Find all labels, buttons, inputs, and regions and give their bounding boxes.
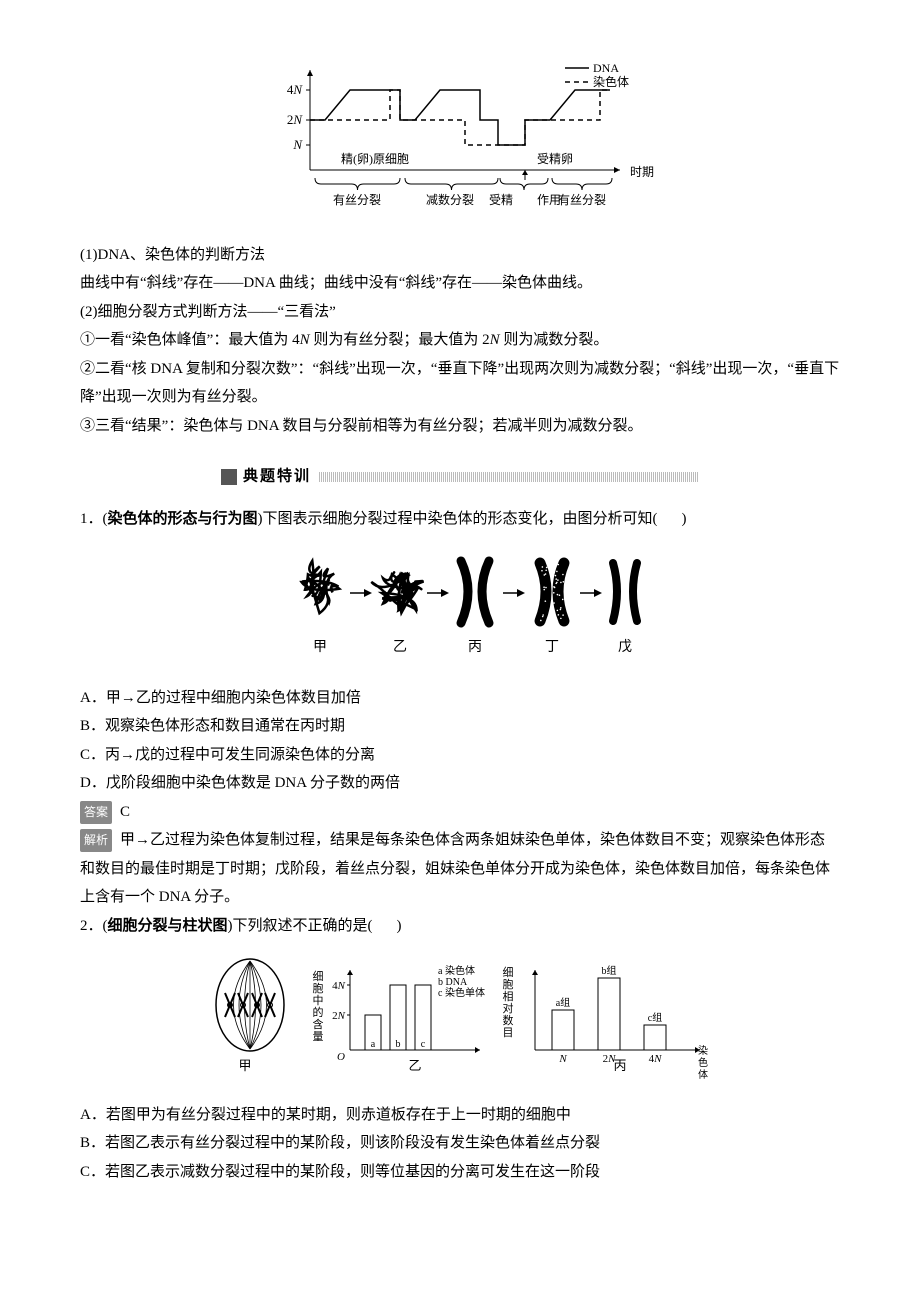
- stripe-decoration: [319, 472, 699, 482]
- svg-text:甲: 甲: [313, 640, 327, 655]
- svg-text:b组: b组: [602, 964, 617, 977]
- q1-stem: 1．(染色体的形态与行为图)下图表示细胞分裂过程中染色体的形态变化，由图分析可知…: [80, 505, 840, 534]
- svg-text:相: 相: [503, 990, 514, 1003]
- answer-label: 答案: [80, 801, 112, 824]
- q1-opt-b: B．观察染色体形态和数目通常在丙时期: [80, 712, 840, 741]
- para-2-1: (2)细胞分裂方式判断方法——“三看法”: [80, 298, 840, 327]
- q1-answer: 答案C: [80, 798, 840, 827]
- para-2-4: ③三看“结果”：染色体与 DNA 数目与分裂前相等为有丝分裂；若减半则为减数分裂…: [80, 412, 840, 441]
- svg-text:a: a: [371, 1039, 376, 1050]
- svg-text:c 染色单体: c 染色单体: [438, 986, 485, 999]
- svg-text:戊: 戊: [618, 639, 632, 655]
- para-2-3: ②二看“核 DNA 复制和分裂次数”：“斜线”出现一次，“垂直下降”出现两次则为…: [80, 355, 840, 412]
- q2-opt-a: A．若图甲为有丝分裂过程中的某时期，则赤道板存在于上一时期的细胞中: [80, 1101, 840, 1130]
- section-header: 典题特训: [80, 462, 840, 491]
- explain-label: 解析: [80, 829, 112, 852]
- svg-text:4N: 4N: [649, 1053, 663, 1065]
- svg-text:DNA: DNA: [593, 61, 619, 75]
- q2-stem: 2．(细胞分裂与柱状图)下列叙述不正确的是(): [80, 912, 840, 941]
- svg-text:胞: 胞: [313, 982, 324, 995]
- svg-text:乙: 乙: [393, 639, 407, 655]
- svg-text:减数分裂: 减数分裂: [426, 192, 474, 207]
- svg-text:受精卵: 受精卵: [537, 152, 573, 166]
- svg-text:有丝分裂: 有丝分裂: [333, 193, 381, 207]
- svg-text:乙: 乙: [408, 1058, 421, 1073]
- svg-text:数: 数: [503, 1014, 514, 1027]
- svg-text:丁: 丁: [545, 640, 559, 655]
- svg-text:对: 对: [503, 1001, 514, 1015]
- svg-text:受精: 受精: [489, 193, 513, 207]
- svg-text:目: 目: [503, 1027, 514, 1039]
- svg-text:有丝分裂: 有丝分裂: [558, 193, 606, 207]
- svg-text:量: 量: [313, 1030, 324, 1043]
- para-1-2: 曲线中有“斜线”存在——DNA 曲线；曲线中没有“斜线”存在——染色体曲线。: [80, 269, 840, 298]
- svg-text:4N: 4N: [332, 980, 346, 992]
- svg-text:甲: 甲: [238, 1058, 251, 1073]
- svg-text:O: O: [337, 1051, 345, 1063]
- para-1-1: (1)DNA、染色体的判断方法: [80, 241, 840, 270]
- svg-text:细: 细: [313, 970, 324, 983]
- svg-text:的: 的: [313, 1005, 324, 1019]
- q1-opt-a: A．甲→乙的过程中细胞内染色体数目加倍: [80, 684, 840, 713]
- svg-text:2N: 2N: [332, 1010, 346, 1022]
- q2-opt-b: B．若图乙表示有丝分裂过程中的某阶段，则该阶段没有发生染色体着丝点分裂: [80, 1129, 840, 1158]
- svg-text:2N: 2N: [287, 112, 304, 127]
- section-title: 典题特训: [243, 468, 311, 484]
- svg-text:细: 细: [503, 966, 514, 979]
- q1-opt-c: C．丙→戊的过程中可发生同源染色体的分离: [80, 741, 840, 770]
- para-2-2: ①一看“染色体峰值”：最大值为 4N 则为有丝分裂；最大值为 2N 则为减数分裂…: [80, 326, 840, 355]
- svg-text:精(卵)原细胞: 精(卵)原细胞: [341, 152, 409, 166]
- svg-text:丙: 丙: [613, 1058, 626, 1073]
- q2-opt-c: C．若图乙表示减数分裂过程中的某阶段，则等位基因的分离可发生在这一阶段: [80, 1158, 840, 1187]
- svg-text:b DNA: b DNA: [438, 977, 468, 988]
- svg-text:a 染色体: a 染色体: [438, 964, 475, 977]
- svg-text:4N: 4N: [287, 82, 304, 97]
- svg-text:体: 体: [698, 1069, 708, 1080]
- svg-text:色: 色: [698, 1056, 708, 1069]
- q1-figure: 甲乙丙丁戊: [80, 543, 840, 674]
- svg-text:c组: c组: [648, 1011, 662, 1024]
- svg-text:丙: 丙: [468, 640, 482, 655]
- svg-text:染色体: 染色体: [593, 74, 629, 89]
- svg-text:时期: 时期: [630, 165, 654, 179]
- q1-explain: 解析甲→乙过程为染色体复制过程，结果是每条染色体含两条姐妹染色单体，染色体数目不…: [80, 826, 840, 912]
- square-icon: [221, 469, 237, 485]
- figure-1: N2N4NDNA染色体精(卵)原细胞受精卵时期有丝分裂减数分裂受精作用有丝分裂: [80, 50, 840, 231]
- svg-text:a组: a组: [556, 996, 570, 1009]
- q2-figure: 甲细胞中的含量2N4NOabca 染色体b DNAc 染色单体乙细胞相对数目a组…: [80, 950, 840, 1091]
- svg-text:中: 中: [313, 994, 324, 1007]
- svg-text:N: N: [292, 137, 303, 152]
- q1-opt-d: D．戊阶段细胞中染色体数是 DNA 分子数的两倍: [80, 769, 840, 798]
- svg-text:胞: 胞: [503, 978, 514, 991]
- svg-text:N: N: [558, 1053, 567, 1065]
- svg-text:染: 染: [698, 1044, 708, 1057]
- svg-text:b: b: [396, 1039, 401, 1050]
- svg-text:含: 含: [313, 1017, 324, 1031]
- svg-text:c: c: [421, 1039, 426, 1050]
